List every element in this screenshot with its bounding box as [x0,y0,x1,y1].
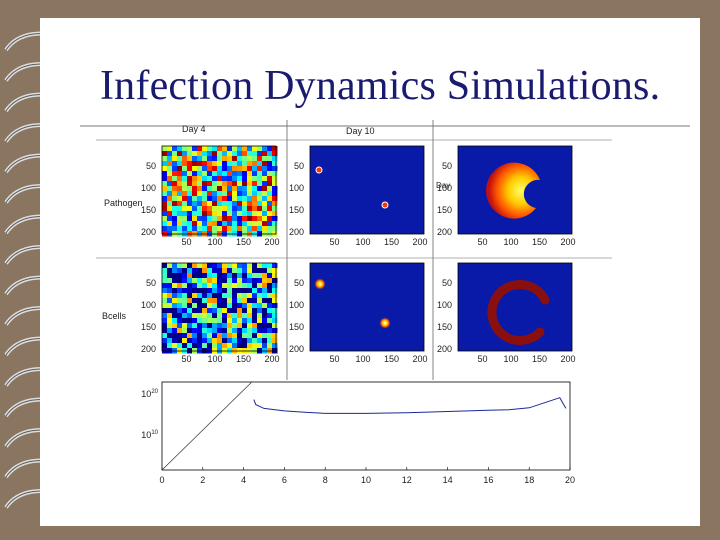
heatmap-ytick: 150 [141,322,156,332]
x-tick-label: 16 [483,475,493,485]
heatmap-ytick: 200 [437,227,452,237]
heatmap-ytick: 200 [437,344,452,354]
heatmap-xtick: 150 [384,354,399,364]
infection-disc [486,162,540,219]
col-title-day4: Day 4 [182,124,206,134]
heatmap-xtick: 100 [355,354,370,364]
heatmap-panels: 50 100 150 200 50 100 150 200 50 100 150 200 50 100 15… [141,145,576,364]
heatmap-xtick: 200 [412,237,427,247]
heatmap-xtick: 50 [329,354,339,364]
y-tick-label: 1010 [141,430,158,440]
x-tick-label: 10 [361,475,371,485]
y-tick-label: 1020 [141,389,158,399]
heatmap-ytick: 200 [141,227,156,237]
heatmap-bcells-day4: 50 100 150 200 50 100 150 200 [141,262,280,364]
line-chart: 0 2 4 6 8 10 12 14 16 18 20 1020 1010 [141,381,575,485]
heatmap-ytick: 50 [146,161,156,171]
heatmap-ytick: 200 [141,344,156,354]
bcell-ring [487,279,550,345]
heatmap-bcells-day10: 50 100 150 200 50 100 150 200 [289,262,428,364]
heatmap-xtick: 150 [532,237,547,247]
line-chart-plot-area [161,381,571,471]
heatmap-ytick: 100 [437,300,452,310]
heatmap-ytick: 150 [437,205,452,215]
mid-day-label: Day [436,181,450,190]
heatmap-ytick: 200 [289,227,304,237]
heatmap-ytick: 100 [437,183,452,193]
x-tick-label: 12 [402,475,412,485]
heatmap-ytick: 200 [289,344,304,354]
x-tick-label: 4 [241,475,246,485]
heatmap-xtick: 150 [532,354,547,364]
heatmap-pathogen-day4: 50 100 150 200 50 100 150 200 [141,145,280,247]
heatmap-xtick: 50 [181,237,191,247]
heatmap-xtick: 150 [236,354,251,364]
heatmap-pathogen-day10: 50 100 150 200 50 100 150 200 [289,145,428,247]
pathogen-spot [315,166,323,174]
heatmap-xtick: 50 [181,354,191,364]
x-tick-label: 2 [200,475,205,485]
heatmap-ytick: 100 [141,300,156,310]
x-tick-label: 18 [524,475,534,485]
heatmap-xtick: 100 [355,237,370,247]
heatmap-xtick: 100 [503,237,518,247]
heatmap-ytick: 100 [141,183,156,193]
heatmap-ytick: 100 [289,183,304,193]
series-line [161,381,253,471]
slide-title: Infection Dynamics Simulations. [100,63,661,109]
heatmap-ytick: 150 [141,205,156,215]
heatmap-xtick: 150 [236,237,251,247]
bcell-spot [314,278,326,290]
heatmap-xtick: 200 [412,354,427,364]
heatmap-xtick: 200 [560,237,575,247]
heatmap-xtick: 50 [329,237,339,247]
heatmap-ytick: 150 [289,322,304,332]
heatmap-xtick: 150 [384,237,399,247]
pathogen-spot [381,201,389,209]
x-tick-label: 14 [443,475,453,485]
row-label-pathogen: Pathogen [104,198,143,208]
heatmap-ytick: 50 [294,161,304,171]
heatmap-xtick: 200 [264,237,279,247]
heatmap-ytick: 150 [437,322,452,332]
heatmap-bcells-late: 50 100 150 200 50 100 150 200 [437,262,576,364]
heatmap-xtick: 100 [207,354,222,364]
heatmap-ytick: 50 [442,278,452,288]
heatmap-ytick: 150 [289,205,304,215]
heatmap-xtick: 200 [560,354,575,364]
x-tick-label: 20 [565,475,575,485]
row-label-bcells: Bcells [102,311,127,321]
heatmap-pathogen-late: 50 100 150 200 50 100 150 200 [437,145,576,247]
heatmap-ytick: 50 [146,278,156,288]
series-line [253,397,567,414]
heatmap-xtick: 100 [207,237,222,247]
heatmap-xtick: 200 [264,354,279,364]
x-tick-label: 0 [159,475,164,485]
heatmap-xtick: 50 [477,237,487,247]
col-title-day10: Day 10 [346,126,375,136]
x-tick-label: 8 [323,475,328,485]
heatmap-xtick: 100 [503,354,518,364]
x-tick-label: 6 [282,475,287,485]
bcell-spot [379,317,391,329]
heatmap-ytick: 50 [442,161,452,171]
heatmap-xtick: 50 [477,354,487,364]
heatmap-ytick: 50 [294,278,304,288]
heatmap-ytick: 100 [289,300,304,310]
